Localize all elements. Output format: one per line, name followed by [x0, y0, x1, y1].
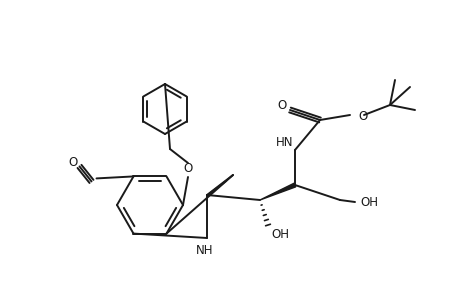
- Text: OH: OH: [270, 229, 288, 242]
- Polygon shape: [259, 183, 295, 200]
- Text: O: O: [183, 163, 192, 176]
- Text: O: O: [277, 98, 286, 112]
- Text: HN: HN: [275, 136, 292, 148]
- Text: O: O: [357, 110, 366, 124]
- Text: NH: NH: [196, 244, 213, 257]
- Text: O: O: [69, 156, 78, 169]
- Text: OH: OH: [359, 196, 377, 208]
